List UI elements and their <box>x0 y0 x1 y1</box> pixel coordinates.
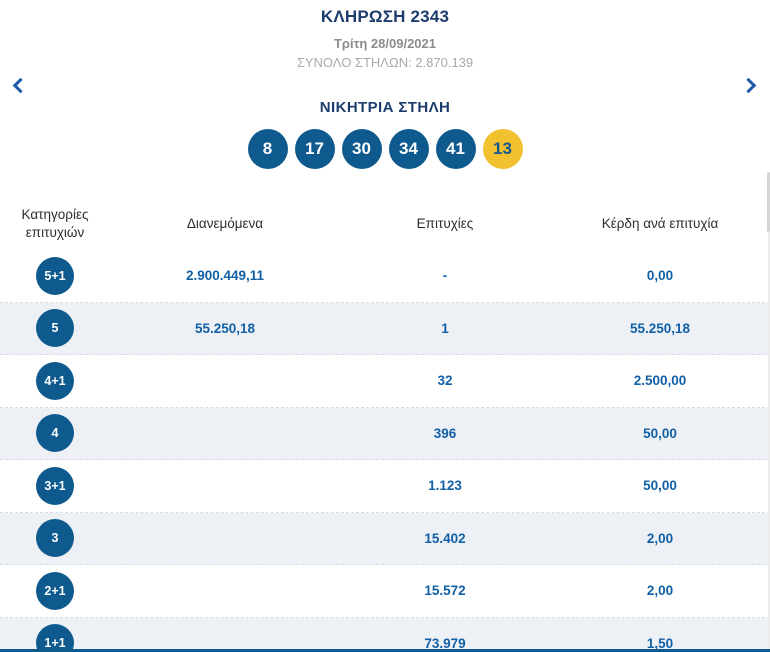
prize-per-winner: 2,00 <box>646 530 674 546</box>
draw-title: ΚΛΗΡΩΣΗ 2343 <box>320 7 450 26</box>
prize-per-winner: 50,00 <box>643 425 677 441</box>
winners-count: 73.979 <box>424 635 466 651</box>
columns-total: ΣΥΝΟΛΟ ΣΤΗΛΩΝ: 2.870.139 <box>296 55 474 70</box>
category-badge: 2+1 <box>36 571 74 610</box>
next-draw-button[interactable] <box>736 72 764 100</box>
category-badge: 3+1 <box>36 466 74 505</box>
column-header-categories: Κατηγορίες επιτυχιών <box>21 206 89 240</box>
winners-count: - <box>442 268 448 284</box>
category-badge: 3 <box>36 519 74 558</box>
prize-per-winner: 1,50 <box>646 635 674 651</box>
prize-table-header: Κατηγορίες επιτυχιών Διανεμόμενα Επιτυχί… <box>0 198 770 250</box>
winning-numbers: 8 17 30 34 41 13 <box>0 129 770 169</box>
scrollbar-track[interactable] <box>768 192 770 652</box>
prize-per-winner: 55.250,18 <box>629 320 691 336</box>
table-row: 3 15.402 2,00 <box>0 512 770 565</box>
winners-count: 15.402 <box>424 530 466 546</box>
winners-count: 1 <box>441 320 449 336</box>
winning-number-ball: 30 <box>341 129 382 169</box>
table-row: 5+1 2.900.449,11 - 0,00 <box>0 250 770 303</box>
table-row: 1+1 73.979 1,50 <box>0 617 770 652</box>
prize-per-winner: 2.500,00 <box>633 373 687 389</box>
column-header-winners: Επιτυχίες <box>416 215 474 231</box>
winners-count: 15.572 <box>424 583 466 599</box>
category-badge: 5+1 <box>36 256 74 295</box>
category-badge: 4+1 <box>36 361 74 400</box>
prize-per-winner: 0,00 <box>646 268 674 284</box>
winning-column-heading: ΝΙΚΗΤΡΙΑ ΣΤΗΛΗ <box>319 99 451 116</box>
joker-number-ball: 13 <box>482 129 523 169</box>
winning-number-ball: 8 <box>247 129 288 169</box>
prize-per-winner: 2,00 <box>646 583 674 599</box>
winning-number-ball: 34 <box>388 129 429 169</box>
table-row: 2+1 15.572 2,00 <box>0 565 770 618</box>
column-header-distributed: Διανεμόμενα <box>186 215 264 231</box>
scrollbar-thumb[interactable] <box>767 172 770 232</box>
chevron-left-icon <box>12 77 28 93</box>
winners-count: 32 <box>437 373 453 389</box>
category-badge: 1+1 <box>36 624 74 652</box>
column-header-prize-per-winner: Κέρδη ανά επιτυχία <box>601 215 719 231</box>
bottom-divider <box>0 649 770 652</box>
chevron-right-icon <box>740 77 756 93</box>
winning-number-ball: 41 <box>435 129 476 169</box>
winning-number-ball: 17 <box>294 129 335 169</box>
winners-count: 1.123 <box>428 478 462 494</box>
table-row: 4+1 32 2.500,00 <box>0 355 770 408</box>
draw-header: ΚΛΗΡΩΣΗ 2343 Τρίτη 28/09/2021 ΣΥΝΟΛΟ ΣΤΗ… <box>0 7 770 70</box>
table-row: 3+1 1.123 50,00 <box>0 460 770 513</box>
draw-date: Τρίτη 28/09/2021 <box>333 36 436 51</box>
table-row: 5 55.250,18 1 55.250,18 <box>0 302 770 355</box>
prize-table-body: 5+1 2.900.449,11 - 0,00 5 55.250,18 1 55.250,18… <box>0 250 770 652</box>
distributed-amount: 55.250,18 <box>194 320 256 336</box>
category-badge: 4 <box>36 414 74 453</box>
prize-per-winner: 50,00 <box>643 478 677 494</box>
table-row: 4 396 50,00 <box>0 407 770 460</box>
winners-count: 396 <box>433 425 457 441</box>
distributed-amount: 2.900.449,11 <box>185 268 265 284</box>
category-badge: 5 <box>36 309 74 348</box>
prize-table: Κατηγορίες επιτυχιών Διανεμόμενα Επιτυχί… <box>0 198 770 652</box>
winning-column-section: ΝΙΚΗΤΡΙΑ ΣΤΗΛΗ 8 17 30 34 41 13 <box>0 99 770 169</box>
previous-draw-button[interactable] <box>4 72 32 100</box>
